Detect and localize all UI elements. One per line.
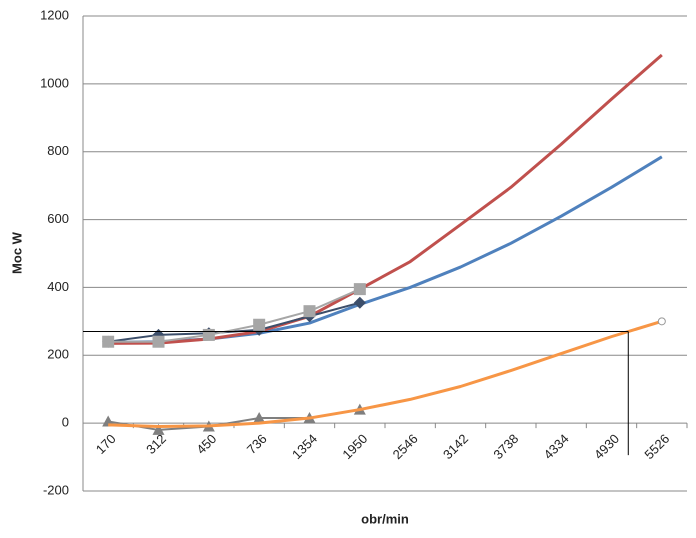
y-tick-label: 1000 — [40, 75, 69, 90]
y-tick-label: -200 — [43, 482, 69, 497]
square-marker — [353, 283, 366, 296]
y-tick-label: 200 — [47, 347, 69, 362]
series-line — [108, 53, 663, 345]
triangle-marker — [152, 423, 165, 435]
y-tick-label: 400 — [47, 279, 69, 294]
x-tick-label: 312 — [143, 431, 169, 457]
x-tick-label: 3142 — [440, 431, 471, 462]
circle-marker — [657, 317, 666, 326]
y-tick-label: 1200 — [40, 7, 69, 22]
x-tick-label: 170 — [93, 431, 119, 457]
x-tick-label: 4334 — [541, 431, 572, 462]
x-tick-label: 1354 — [289, 431, 320, 462]
x-tick-label: 736 — [244, 431, 270, 457]
x-tick-label: 5526 — [641, 431, 672, 462]
square-marker — [202, 328, 215, 341]
x-tick-label: 3738 — [490, 431, 521, 462]
triangle-marker — [253, 412, 266, 424]
diamond-marker — [353, 296, 366, 309]
square-marker — [253, 318, 266, 331]
square-marker — [303, 305, 316, 318]
y-tick-label: 0 — [62, 415, 69, 430]
series-line — [108, 319, 663, 429]
square-marker — [102, 335, 115, 348]
x-tick-label: 2546 — [390, 431, 421, 462]
series-line — [108, 155, 663, 344]
x-axis-title: obr/min — [361, 511, 409, 526]
y-tick-label: 800 — [47, 143, 69, 158]
y-tick-label: 600 — [47, 211, 69, 226]
series-line — [108, 288, 361, 343]
x-tick-label: 4930 — [591, 431, 622, 462]
square-marker — [152, 335, 165, 348]
y-axis-title: Moc W — [9, 231, 24, 274]
x-tick-label: 1950 — [339, 431, 370, 462]
x-tick-label: 450 — [193, 431, 219, 457]
